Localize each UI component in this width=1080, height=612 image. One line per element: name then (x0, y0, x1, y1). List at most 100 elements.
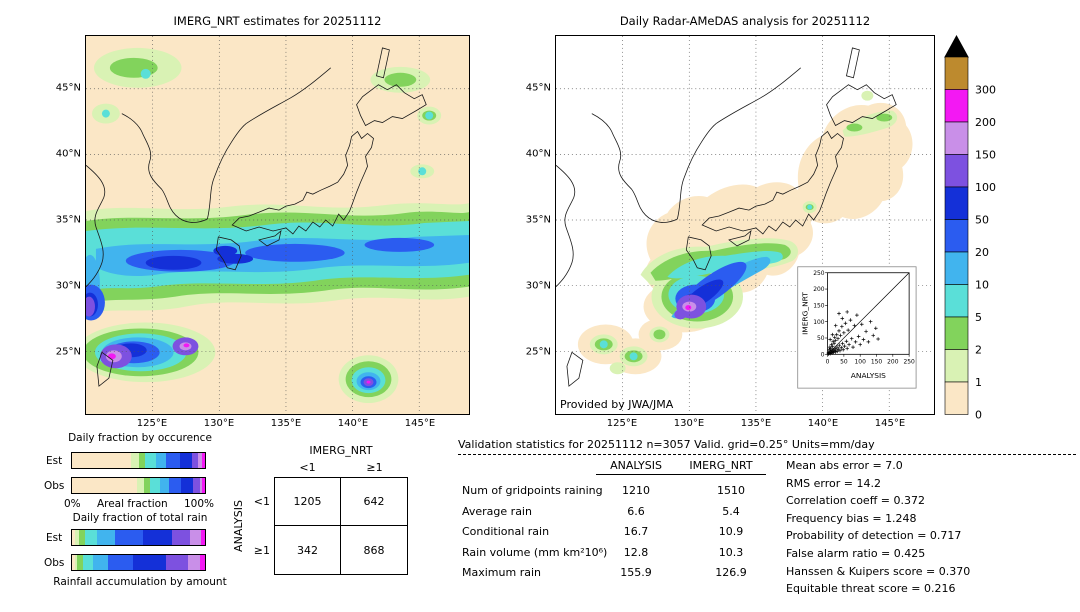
validation-title: Validation statistics for 20251112 n=305… (458, 438, 875, 451)
colorbar-tick-label: 20 (975, 246, 989, 259)
score-value: 7.0 (885, 459, 903, 472)
score-value: 0.717 (929, 529, 962, 543)
right-map-x-tick: 145°E (874, 418, 906, 429)
inset-xlabel: ANALYSIS (851, 371, 886, 380)
left-map-y-tick: 35°N (55, 214, 81, 226)
occurrence-est-label: Est (46, 455, 63, 467)
legend-segment (199, 478, 203, 493)
inset-scatter-points (826, 310, 880, 356)
legend-segment (74, 555, 78, 570)
validation-analysis-value: 6.6 (627, 504, 645, 518)
contingency-cell-11: 868 (363, 543, 385, 557)
right-map-y-tick: 45°N (525, 82, 551, 94)
validation-imerg-value: 126.9 (715, 566, 747, 579)
validation-col-imerg: IMERG_NRT (689, 459, 753, 472)
total-rain-est-bar (71, 529, 206, 546)
colorbar-tick-label: 200 (975, 116, 996, 129)
legend-segment (166, 555, 188, 570)
svg-text:150: 150 (871, 358, 883, 365)
right-map-x-tick: 125°E (606, 418, 638, 429)
svg-text:150: 150 (813, 303, 825, 310)
rain-field-analysis (589, 90, 898, 375)
validation-row-label: Rain volume (mm km²10⁶) (462, 545, 608, 559)
validation-row-label: Num of gridpoints raining (462, 484, 603, 497)
score-line: Hanssen & Kuipers score = 0.370 (786, 564, 971, 578)
legend-segment (201, 530, 206, 545)
validation-col-analysis: ANALYSIS (610, 459, 662, 472)
score-label: Correlation coeff (786, 494, 878, 508)
colorbar-swatch (944, 89, 969, 123)
validation-row: Conditional rain 16.7 10.9 (460, 525, 772, 539)
map-credit: Provided by JWA/JMA (560, 398, 674, 411)
total-rain-legend-footer: Rainfall accumulation by amount (53, 576, 227, 588)
areal-fraction-max: 100% (183, 498, 214, 510)
colorbar-swatch (944, 186, 969, 220)
inset-diagonal-line (827, 272, 910, 355)
validation-row: Num of gridpoints raining 1210 1510 (460, 484, 772, 498)
svg-text:200: 200 (887, 358, 899, 365)
validation-row: Maximum rain 155.9 126.9 (460, 566, 772, 580)
legend-segment (93, 555, 108, 570)
legend-segment (137, 478, 144, 493)
colorbar-tick-label: 150 (975, 149, 996, 162)
svg-text:0: 0 (821, 352, 825, 359)
validation-row-label: Conditional rain (462, 525, 550, 538)
areal-fraction-axis: 0% Areal fraction 100% (64, 498, 214, 510)
legend-segment (74, 530, 79, 545)
score-line: Frequency bias = 1.248 (786, 511, 917, 525)
legend-segment (107, 555, 134, 570)
legend-segment (169, 478, 182, 493)
inset-x-ticks: 0 50 100 150 200 250 (826, 354, 915, 365)
colorbar-tick-label: 2 (975, 344, 982, 357)
score-value: 1.248 (885, 511, 917, 525)
legend-segment (193, 478, 200, 493)
legend-segment (191, 453, 199, 468)
legend-segment (155, 453, 167, 468)
validation-row: Average rain 6.6 5.4 (460, 505, 772, 519)
legend-segment (78, 530, 86, 545)
score-line: Probability of detection = 0.717 (786, 529, 962, 543)
right-map-x-tick: 140°E (807, 418, 839, 429)
legend-segment (199, 555, 205, 570)
left-map-y-tick: 25°N (55, 346, 81, 358)
svg-text:250: 250 (813, 270, 825, 277)
legend-segment (77, 555, 83, 570)
validation-panel: Validation statistics for 20251112 n=305… (458, 438, 1078, 612)
svg-text:50: 50 (817, 335, 825, 342)
rain-field-imerg (86, 47, 469, 404)
left-map (85, 35, 470, 415)
colorbar-tick-label: 0 (975, 409, 982, 422)
legend-segment (202, 453, 205, 468)
validation-analysis-value: 155.9 (620, 566, 652, 579)
colorbar-swatch (944, 121, 969, 155)
legend-segment (85, 530, 98, 545)
svg-text:250: 250 (903, 358, 915, 365)
contingency-col-header-lt1: <1 (299, 461, 316, 474)
score-value: 0.425 (893, 547, 926, 560)
rain-layer-magenta (685, 305, 692, 311)
colorbar-tick-label: 100 (975, 181, 996, 194)
right-map-y-tick: 35°N (525, 214, 551, 226)
score-line: RMS error = 14.2 (786, 476, 881, 490)
right-map-title: Daily Radar-AMeDAS analysis for 20251112 (619, 14, 871, 28)
legend-segment (202, 478, 206, 493)
right-map-x-tick: 135°E (740, 418, 772, 429)
left-map-x-tick: 130°E (203, 418, 235, 429)
score-label: Mean abs error (786, 459, 870, 472)
legend-segment (190, 530, 202, 545)
colorbar-swatch (944, 381, 969, 415)
colorbar-swatch (944, 349, 969, 383)
score-value: 0.372 (893, 494, 926, 508)
colorbar-swatch (944, 219, 969, 253)
legend-segment (142, 530, 172, 545)
svg-text:100: 100 (813, 319, 825, 326)
occurrence-est-bar (71, 452, 206, 469)
validation-analysis-value: 12.8 (623, 545, 649, 559)
legend-segment (72, 530, 75, 545)
score-line: Mean abs error = 7.0 (786, 459, 903, 472)
validation-imerg-value: 1510 (717, 484, 745, 497)
legend-segment (130, 453, 139, 468)
right-map-y-tick: 40°N (525, 148, 551, 160)
colorbar-tick-label: 1 (975, 376, 982, 389)
